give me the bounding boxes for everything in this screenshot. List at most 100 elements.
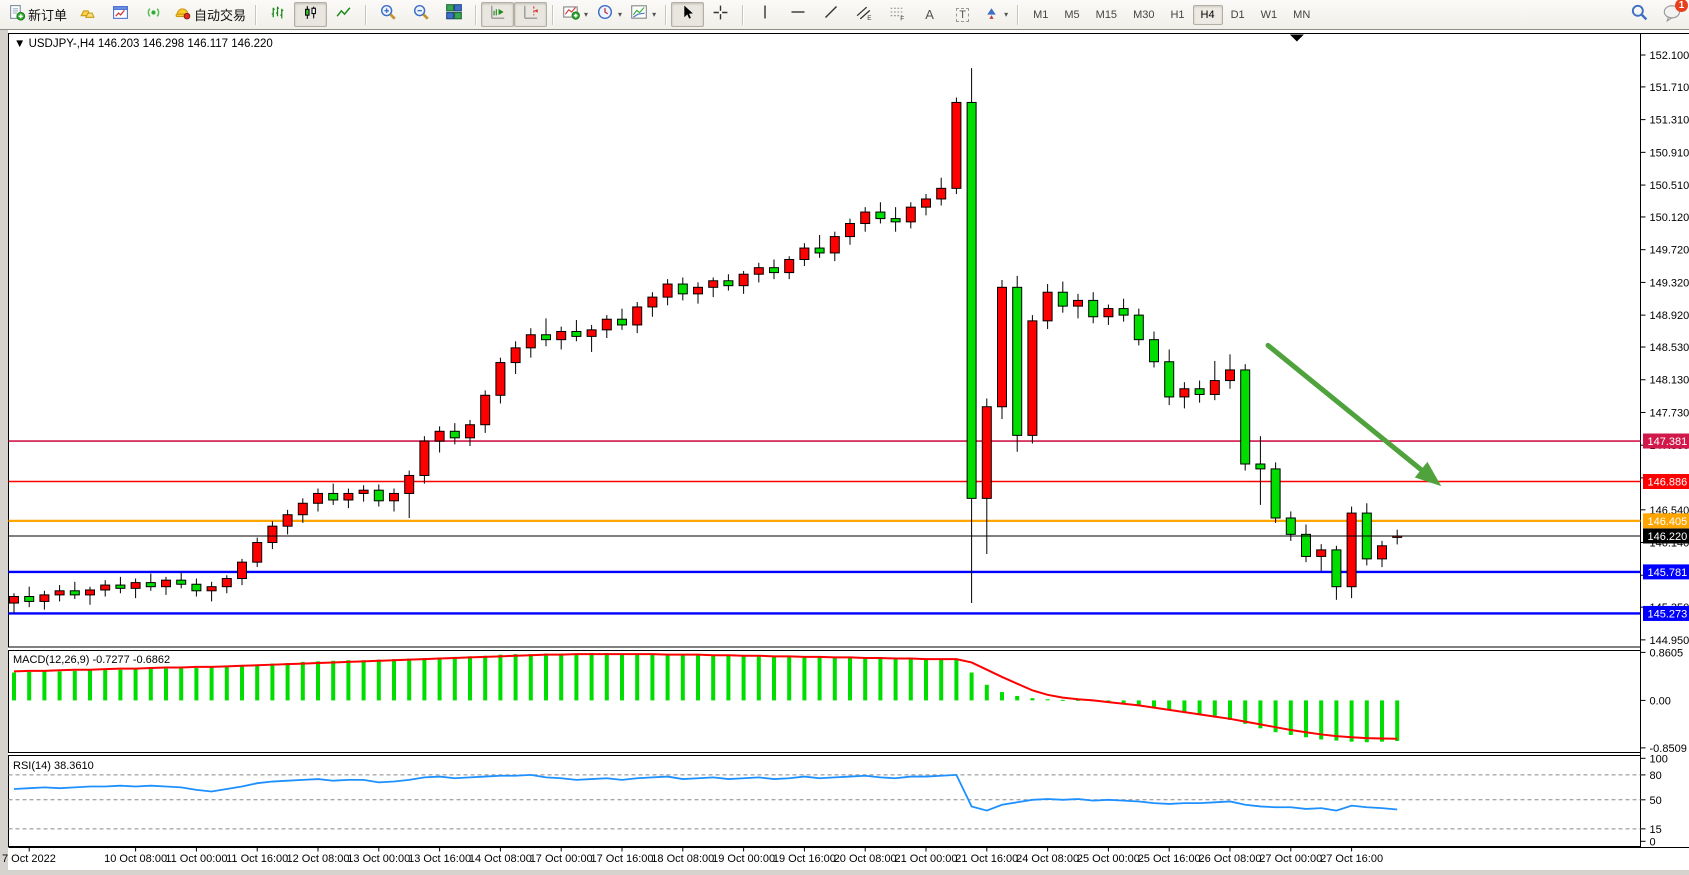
candle-body — [1180, 389, 1189, 397]
price-tick-label: 148.130 — [1650, 375, 1689, 387]
cursor-button[interactable] — [671, 2, 704, 27]
macd-histogram-bar — [1046, 699, 1050, 700]
zoom-out-button[interactable] — [404, 2, 437, 27]
bar-chart-type-button[interactable] — [261, 2, 294, 27]
chart-window-button[interactable] — [104, 2, 137, 27]
line-chart-type-button[interactable] — [327, 2, 360, 27]
macd-histogram-bar — [1228, 700, 1232, 720]
price-tick-label: 144.950 — [1650, 635, 1689, 647]
price-tick-label: 149.720 — [1650, 245, 1689, 257]
macd-histogram-bar — [711, 655, 715, 700]
rsi-tick-label: 0 — [1650, 836, 1656, 848]
macd-histogram-bar — [134, 669, 138, 700]
timeframe-button-M30[interactable]: M30 — [1125, 5, 1162, 25]
crosshair-button[interactable] — [704, 2, 737, 27]
svg-text:E: E — [867, 14, 871, 20]
text-label-tool-button[interactable]: T — [946, 2, 979, 27]
candle-body — [496, 363, 505, 396]
candle-body — [1195, 389, 1204, 395]
auto-scroll-icon — [489, 3, 507, 26]
auto-scroll-button[interactable] — [481, 2, 514, 27]
candle-body — [557, 331, 566, 339]
macd-histogram-bar — [438, 657, 442, 700]
search-button[interactable] — [1623, 3, 1656, 28]
market-watch-button[interactable] — [71, 2, 104, 27]
price-tick-label: 152.100 — [1650, 50, 1689, 62]
vertical-line-tool-button[interactable] — [748, 2, 781, 27]
level-price-label: 145.273 — [1643, 606, 1689, 621]
timeframe-button-W1[interactable]: W1 — [1253, 5, 1286, 25]
timeframe-button-H1[interactable]: H1 — [1162, 5, 1192, 25]
candle-body — [1165, 362, 1174, 397]
candle-body — [314, 493, 323, 503]
price-tick-label: 148.530 — [1650, 342, 1689, 354]
candle-body — [937, 188, 946, 199]
timeframe-button-H4[interactable]: H4 — [1193, 5, 1223, 25]
templates-button[interactable]: ▾ — [626, 2, 660, 27]
macd-tick-label: 0.00 — [1650, 695, 1671, 707]
zoom-in-button[interactable] — [371, 2, 404, 27]
chart-shift-button[interactable] — [514, 2, 547, 27]
candle-body — [359, 490, 368, 493]
candle-body — [770, 268, 779, 273]
macd-histogram-bar — [422, 658, 426, 700]
macd-histogram-bar — [164, 669, 168, 701]
candlestick-chart-type-button[interactable] — [294, 2, 327, 27]
auto-trading-button[interactable]: 自动交易 — [170, 2, 250, 27]
macd-tick-label: 0.8605 — [1650, 647, 1684, 659]
trendline-icon — [823, 4, 839, 25]
tile-windows-button[interactable] — [437, 2, 470, 27]
macd-histogram-bar — [757, 656, 761, 701]
trendline-tool-button[interactable] — [814, 2, 847, 27]
macd-histogram-bar — [498, 655, 502, 701]
candle-body — [298, 503, 307, 514]
time-tick-label: 24 Oct 08:00 — [1016, 853, 1079, 865]
timeframe-button-M5[interactable]: M5 — [1056, 5, 1087, 25]
macd-histogram-bar — [179, 668, 183, 700]
macd-histogram-bar — [696, 655, 700, 701]
timeframe-button-M15[interactable]: M15 — [1088, 5, 1125, 25]
tile-windows-icon — [445, 3, 463, 26]
zoom-in-icon — [379, 3, 397, 26]
svg-text:F: F — [900, 15, 904, 21]
zoom-out-icon — [412, 3, 430, 26]
macd-histogram-bar — [73, 671, 77, 701]
time-tick-label: 19 Oct 00:00 — [712, 853, 775, 865]
time-tick-label: 7 Oct 2022 — [2, 853, 56, 865]
price-tick-label: 147.730 — [1650, 407, 1689, 419]
text-tool-button[interactable]: A — [913, 2, 946, 27]
search-icon — [1630, 3, 1649, 27]
bar-chart-icon — [269, 4, 286, 26]
rsi-tick-label: 15 — [1650, 824, 1662, 836]
dropdown-caret-icon: ▾ — [584, 10, 588, 19]
timeframe-button-MN[interactable]: MN — [1285, 5, 1318, 25]
notifications-button[interactable]: 1 — [1662, 3, 1683, 28]
price-tick-label: 150.510 — [1650, 180, 1689, 192]
channel-tool-button[interactable]: E — [847, 2, 880, 27]
horizontal-line-tool-button[interactable] — [781, 2, 814, 27]
macd-histogram-bar — [559, 654, 563, 701]
time-tick-label: 25 Oct 00:00 — [1077, 853, 1140, 865]
candle-body — [481, 395, 490, 424]
macd-histogram-bar — [635, 654, 639, 701]
macd-histogram-bar — [316, 661, 320, 700]
macd-histogram-bar — [924, 659, 928, 700]
signals-button[interactable] — [137, 2, 170, 27]
macd-histogram-bar — [362, 660, 366, 700]
timeframe-button-D1[interactable]: D1 — [1223, 5, 1253, 25]
candle-body — [116, 585, 125, 588]
fibonacci-tool-button[interactable]: F — [880, 2, 913, 27]
periods-button[interactable]: ▾ — [592, 2, 626, 27]
timeframe-button-M1[interactable]: M1 — [1025, 5, 1056, 25]
new-order-button[interactable]: 新订单 — [4, 2, 71, 27]
toolbar-separator — [255, 5, 256, 25]
macd-histogram-bar — [863, 658, 867, 700]
chart-svg[interactable]: 152.100151.710151.310150.910150.510150.1… — [0, 30, 1689, 870]
macd-histogram-bar — [1380, 700, 1384, 741]
arrows-tool-button[interactable]: ▾ — [979, 2, 1012, 27]
candle-body — [678, 284, 687, 294]
macd-histogram-bar — [970, 673, 974, 701]
candle-body — [1058, 292, 1067, 306]
indicators-button[interactable]: ▾ — [558, 2, 592, 27]
